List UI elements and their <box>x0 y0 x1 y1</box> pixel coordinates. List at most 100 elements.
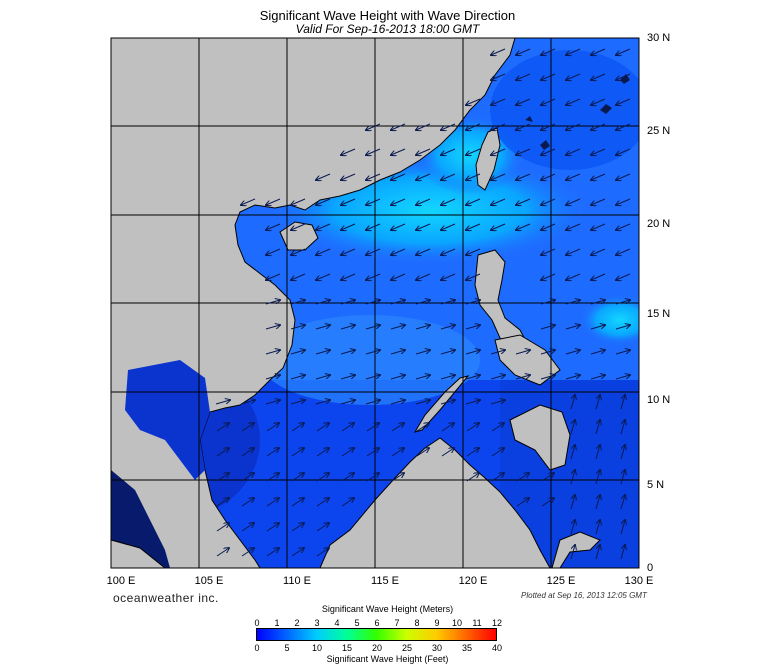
wave-direction-arrow <box>391 248 406 255</box>
wave-direction-arrow <box>565 350 580 355</box>
wave-direction-arrow <box>591 148 606 155</box>
legend-meters-tick: 11 <box>472 618 482 628</box>
legend-meters-tick: 6 <box>374 618 380 628</box>
wave-direction-arrow <box>466 98 481 105</box>
legend-meters-tick: 9 <box>434 618 440 628</box>
wave-direction-arrow <box>595 520 600 535</box>
wave-direction-arrow <box>416 273 431 280</box>
wave-direction-arrow <box>591 173 606 180</box>
wave-direction-arrow <box>466 123 481 130</box>
wave-direction-arrow <box>590 375 605 380</box>
legend-meters-title: Significant Wave Height (Meters) <box>321 604 454 614</box>
wave-direction-arrow <box>566 223 581 230</box>
wave-direction-arrow <box>316 248 331 255</box>
wave-direction-arrow <box>570 420 575 435</box>
legend-feet-tick: 5 <box>284 643 290 653</box>
wave-direction-arrow <box>620 520 625 535</box>
land-sumatra <box>111 539 166 568</box>
wave-direction-arrow <box>341 148 356 155</box>
wave-direction-arrow <box>291 198 306 205</box>
legend-meters-tick: 0 <box>254 618 260 628</box>
legend-feet-tick: 30 <box>431 643 443 653</box>
wave-direction-arrow <box>541 73 556 80</box>
wave-direction-arrow <box>341 248 356 255</box>
wave-direction-arrow <box>440 325 455 330</box>
lat-label-15: 15 N <box>647 308 671 320</box>
wave-direction-arrow <box>416 223 431 230</box>
wave-direction-arrow <box>566 73 581 80</box>
lon-label-105: 105 E <box>194 575 224 587</box>
wave-direction-arrow <box>341 448 354 457</box>
wave-direction-arrow <box>341 173 356 180</box>
wave-direction-arrow <box>265 300 280 305</box>
wave-direction-arrow <box>566 98 581 105</box>
wave-direction-arrow <box>616 223 631 230</box>
legend-meters-tick: 8 <box>414 618 420 628</box>
wave-direction-arrow <box>616 48 631 55</box>
wave-direction-arrow <box>265 325 280 330</box>
wave-direction-arrow <box>316 448 329 457</box>
wave-direction-arrow <box>391 473 404 482</box>
wave-direction-arrow <box>616 73 631 80</box>
legend-feet-tick: 35 <box>461 643 473 653</box>
wave-direction-arrow <box>620 445 625 460</box>
lon-label-120: 120 E <box>458 575 488 587</box>
wave-direction-arrow <box>541 473 554 482</box>
wave-direction-arrow <box>540 325 555 330</box>
wave-direction-arrow <box>466 198 481 205</box>
wave-direction-arrow <box>541 48 556 55</box>
wave-direction-arrow <box>316 223 331 230</box>
wave-direction-arrow <box>366 248 381 255</box>
legend-feet-tick: 0 <box>254 643 260 653</box>
legend-meters-tick: 5 <box>354 618 360 628</box>
wave-direction-arrow <box>416 198 431 205</box>
wave-direction-arrow <box>566 173 581 180</box>
lon-label-110: 110 E <box>283 575 311 587</box>
wave-direction-arrow <box>415 325 430 330</box>
wave-direction-arrow <box>366 223 381 230</box>
wave-direction-arrow <box>591 198 606 205</box>
wave-direction-arrow <box>315 375 330 380</box>
wave-direction-arrow <box>491 148 506 155</box>
wave-direction-arrow <box>591 73 606 80</box>
wave-direction-arrow <box>465 350 480 355</box>
wave-direction-arrow <box>441 223 456 230</box>
wave-direction-arrow <box>490 375 505 380</box>
wave-direction-arrow <box>290 350 305 355</box>
wave-direction-arrow <box>591 98 606 105</box>
wave-direction-arrow <box>490 400 505 405</box>
wave-direction-arrow <box>391 448 404 457</box>
wave-direction-arrow <box>466 248 481 255</box>
wave-direction-arrow <box>216 498 229 507</box>
wave-direction-arrow <box>620 470 625 485</box>
wave-direction-arrow <box>341 273 356 280</box>
legend-meters-tick: 7 <box>394 618 400 628</box>
map-title: Significant Wave Height with Wave Direct… <box>259 8 516 23</box>
wave-direction-arrow <box>366 173 381 180</box>
wave-direction-arrow <box>266 423 279 432</box>
lat-label-25: 25 N <box>647 125 671 137</box>
wave-direction-arrow <box>416 248 431 255</box>
wave-direction-arrow <box>290 300 305 305</box>
wave-direction-arrow <box>541 498 554 507</box>
wave-direction-arrow <box>491 198 506 205</box>
wave-direction-arrow <box>565 375 580 380</box>
wave-direction-arrow <box>290 325 305 330</box>
wave-direction-arrow <box>570 520 575 535</box>
wave-direction-arrow <box>570 495 575 510</box>
wave-direction-arrow <box>291 498 304 507</box>
wave-direction-arrow <box>266 523 279 532</box>
wave-direction-arrow <box>620 545 625 560</box>
wave-direction-arrow <box>441 248 456 255</box>
wave-direction-arrow <box>590 325 605 330</box>
wave-direction-arrow <box>240 400 255 405</box>
wave-direction-arrow <box>366 448 379 457</box>
map-frame <box>110 37 640 569</box>
wave-direction-arrow <box>216 448 229 457</box>
wave-direction-arrow <box>366 473 379 482</box>
wave-direction-arrow <box>516 198 531 205</box>
wave-direction-arrow <box>315 400 330 405</box>
wave-direction-arrow <box>265 375 280 380</box>
wave-direction-arrow <box>570 395 575 410</box>
wave-direction-arrow <box>620 420 625 435</box>
